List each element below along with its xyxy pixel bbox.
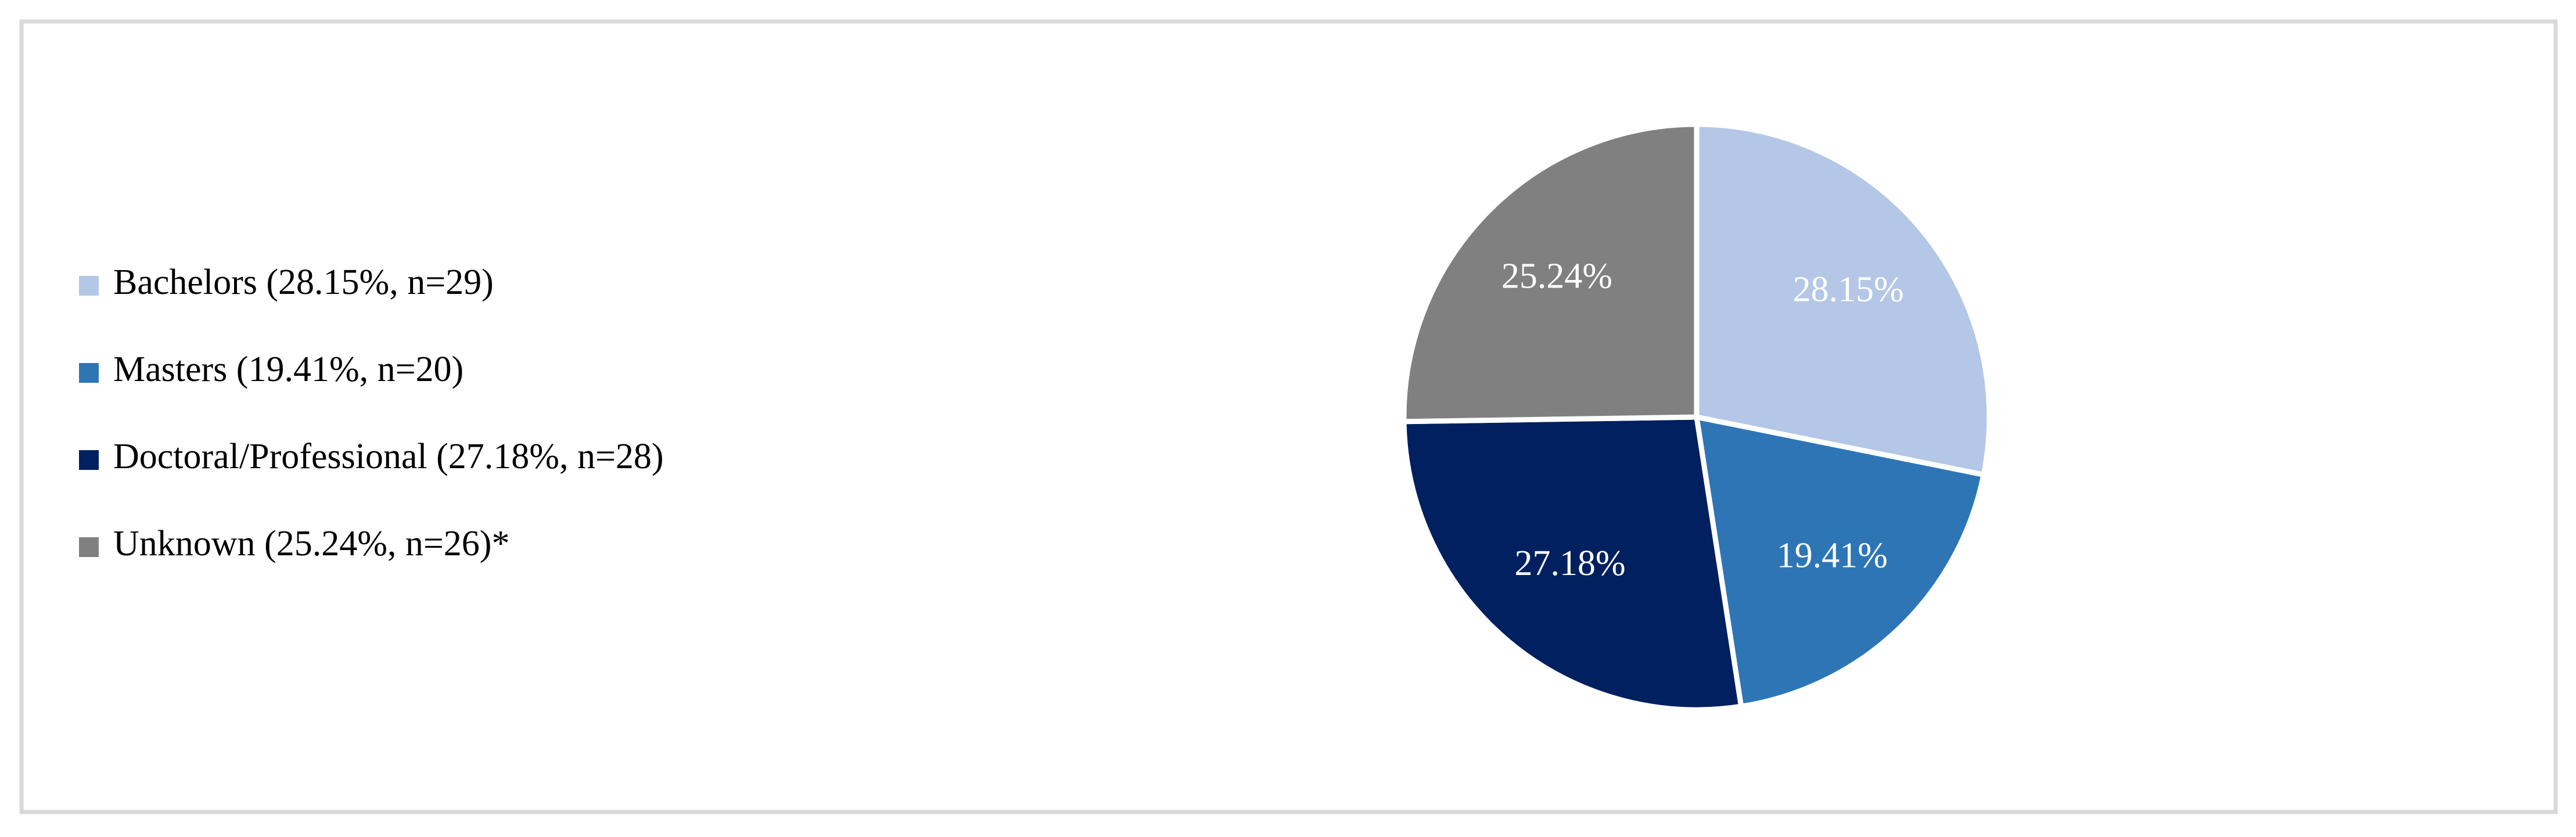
pie-slice (1694, 414, 1986, 709)
data-label: 19.41% (1777, 536, 1888, 575)
legend-marker (79, 537, 99, 557)
legend-marker (79, 450, 99, 470)
legend-label: Masters (19.41%, n=20) (113, 350, 464, 389)
data-label: 27.18% (1515, 544, 1626, 583)
pie-slice (1401, 121, 1700, 425)
pie: 28.15% 19.41% 27.18% 25.24% (1401, 121, 1992, 713)
legend-label: Bachelors (28.15%, n=29) (113, 263, 494, 302)
chart-frame (19, 19, 2558, 814)
data-label: 28.15% (1793, 270, 1904, 309)
pie-slice (1401, 414, 1744, 713)
legend-label: Unknown (25.24%, n=26)* (113, 524, 509, 563)
legend: Bachelors (28.15%, n=29) Masters (19.41%,… (79, 263, 664, 563)
legend-label: Doctoral/Professional (27.18%, n=28) (113, 437, 664, 476)
data-label: 25.24% (1501, 256, 1612, 296)
legend-marker (79, 363, 99, 383)
pie-slice (1694, 121, 1992, 477)
legend-marker (79, 276, 99, 296)
